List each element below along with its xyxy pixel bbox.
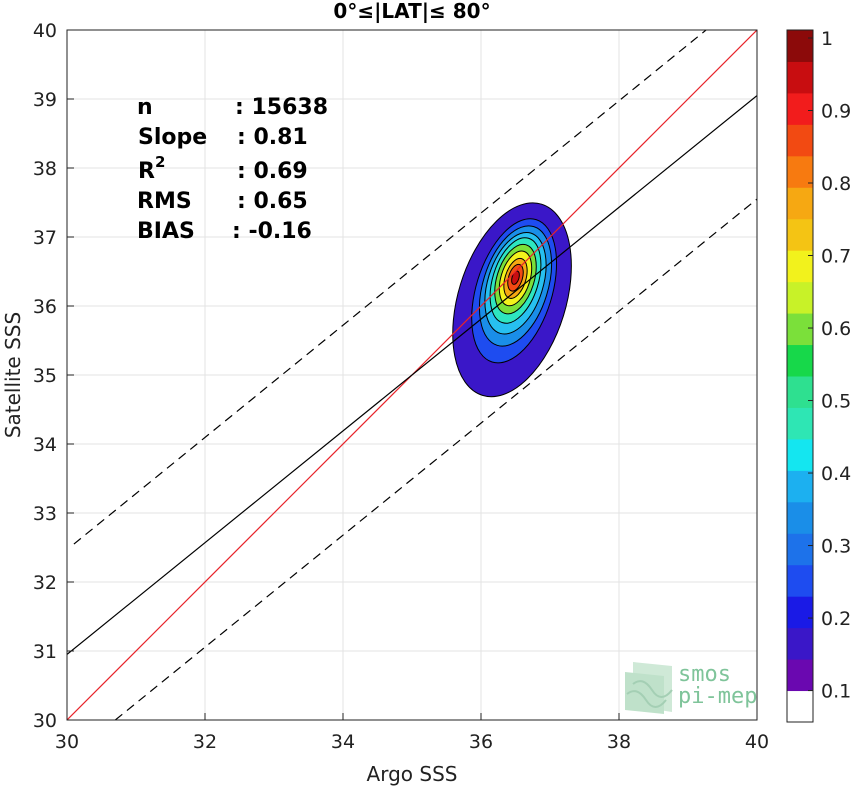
colorbar-segment	[787, 187, 813, 220]
colorbar-segment	[787, 30, 813, 62]
y-axis-ticks: 30 31 32 33 34 35 36 37 38 39 40	[33, 20, 74, 732]
colorbar-tick-label: 0.1	[821, 681, 851, 703]
colorbar-segment	[787, 92, 813, 125]
density-contours	[452, 202, 572, 398]
x-tick-label: 38	[607, 731, 631, 753]
x-tick-label: 40	[745, 731, 769, 753]
colorbar-tick-label: 0.6	[821, 318, 851, 340]
stat-value: : -0.16	[232, 219, 312, 244]
x-axis-ticks: 30 32 34 36 38 40	[55, 713, 769, 753]
grid	[66, 29, 758, 721]
y-tick-label: 30	[33, 710, 57, 732]
y-axis-label: Satellite SSS	[1, 312, 25, 438]
y-tick-label: 32	[33, 572, 57, 594]
colorbar-segment	[787, 564, 813, 597]
y-tick-label: 37	[33, 227, 57, 249]
colorbar-tick-label: 0.4	[821, 463, 851, 485]
smos-pi-mep-logo: smos pi-mep	[625, 662, 757, 714]
stat-value: : 15638	[235, 95, 328, 120]
statistics-panel: n : 15638 Slope : 0.81 R 2 : 0.69 RMS : 0.65 BIAS…	[137, 95, 328, 244]
stat-superscript: 2	[155, 153, 165, 171]
colorbar-segment	[787, 250, 813, 283]
colorbar-tick-label: 0.7	[821, 246, 851, 268]
colorbar-segment	[787, 61, 813, 94]
colorbar-segment	[787, 596, 813, 629]
density-contour	[511, 270, 520, 285]
colorbar-tick-label: 0.8	[821, 173, 851, 195]
colorbar-tick-label: 0.3	[821, 536, 851, 558]
colorbar-segment	[787, 501, 813, 534]
colorbar-segment	[787, 124, 813, 157]
wave-icon	[625, 662, 673, 714]
stat-value: : 0.65	[237, 189, 308, 214]
colorbar-segment	[787, 344, 813, 377]
colorbar-segment	[787, 218, 813, 251]
colorbar-segment	[787, 627, 813, 660]
colorbar-segment	[787, 470, 813, 503]
colorbar-segment	[787, 533, 813, 566]
colorbar-segment	[787, 407, 813, 440]
lower-bound-line	[114, 198, 757, 720]
x-tick-label: 32	[193, 731, 217, 753]
y-tick-label: 40	[33, 20, 57, 42]
chart-title: 0°≤|LAT|≤ 80°	[333, 0, 490, 23]
colorbar-tick-label: 0.9	[821, 101, 851, 123]
regression-line	[67, 95, 757, 655]
reference-lines	[67, 30, 757, 720]
upper-bound-line	[73, 30, 708, 545]
colorbar-segment	[787, 376, 813, 408]
y-tick-label: 34	[33, 434, 57, 456]
colorbar-segment	[787, 155, 813, 188]
colorbar	[786, 29, 814, 723]
logo-line-1: smos	[678, 662, 731, 687]
stat-key: n	[137, 95, 153, 120]
colorbar-segment	[787, 690, 813, 723]
stat-key: Slope	[138, 125, 207, 150]
y-tick-label: 33	[33, 503, 57, 525]
y-tick-label: 36	[33, 296, 57, 318]
colorbar-tick-label: 0.2	[821, 608, 851, 630]
stat-value: : 0.69	[237, 159, 308, 184]
y-tick-label: 39	[33, 89, 57, 111]
colorbar-segment	[787, 281, 813, 314]
x-tick-label: 34	[331, 731, 355, 753]
colorbar-segment	[787, 313, 813, 346]
stat-key: BIAS	[137, 219, 195, 244]
stat-value: : 0.81	[237, 125, 308, 150]
y-tick-label: 38	[33, 158, 57, 180]
colorbar-segment	[787, 438, 813, 471]
y-tick-label: 35	[33, 365, 57, 387]
stat-key: RMS	[137, 189, 192, 214]
y-tick-label: 31	[33, 641, 57, 663]
colorbar-tick-label: 0.5	[821, 391, 851, 413]
x-tick-label: 30	[55, 731, 79, 753]
stat-key: R	[138, 159, 155, 184]
colorbar-segment	[787, 659, 813, 692]
colorbar-ticks: 0.1 0.2 0.3 0.4 0.5 0.6 0.7 0.8 0.9 1	[808, 28, 851, 703]
x-tick-label: 36	[469, 731, 493, 753]
colorbar-tick-label: 1	[821, 28, 833, 50]
logo-line-2: pi-mep	[678, 684, 757, 709]
x-axis-label: Argo SSS	[367, 762, 458, 786]
colorbar-frame	[786, 29, 814, 723]
